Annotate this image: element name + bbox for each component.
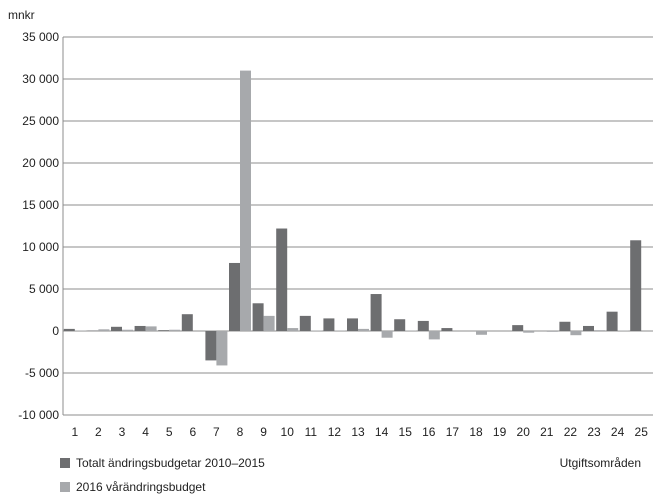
y-tick-label: -5 000	[25, 366, 59, 380]
x-tick-label: 23	[587, 425, 601, 439]
x-tick-label: 18	[469, 425, 483, 439]
legend-label-series-2: 2016 vårändringsbudget	[76, 480, 206, 494]
bar-series-1-9	[252, 303, 264, 331]
x-tick-label: 7	[213, 425, 220, 439]
bar-series-2-22	[570, 331, 582, 336]
x-tick-label: 2	[95, 425, 102, 439]
bar-series-1-22	[559, 321, 571, 331]
bar-series-1-1	[63, 328, 75, 331]
x-tick-label: 12	[328, 425, 342, 439]
x-tick-label: 6	[189, 425, 196, 439]
x-tick-label: 25	[635, 425, 649, 439]
x-tick-label: 9	[260, 425, 267, 439]
bar-series-2-7	[216, 331, 228, 366]
bar-series-2-4	[145, 326, 157, 331]
y-tick-label: 15 000	[22, 198, 59, 212]
bar-series-1-8	[229, 262, 240, 331]
y-axis-unit-label: mnkr	[8, 8, 35, 22]
x-tick-label: 20	[517, 425, 531, 439]
legend-item-series-2: 2016 vårändringsbudget	[60, 480, 205, 494]
y-tick-label: 30 000	[22, 72, 59, 86]
legend-swatch-series-2	[60, 482, 70, 492]
y-tick-label: -10 000	[18, 408, 59, 422]
bar-series-1-15	[394, 319, 406, 331]
bar-series-1-24	[606, 311, 618, 331]
y-tick-label: 25 000	[22, 114, 59, 128]
bar-series-2-8	[240, 70, 251, 331]
bar-series-2-20	[523, 331, 535, 333]
bar-series-1-4	[134, 325, 146, 331]
legend-item-series-1: Totalt ändringsbudgetar 2010–2015	[60, 456, 265, 470]
x-tick-label: 1	[71, 425, 78, 439]
bar-series-2-2	[98, 329, 110, 331]
bar-series-2-5	[169, 329, 181, 331]
x-tick-label: 15	[399, 425, 413, 439]
bar-series-1-11	[299, 315, 311, 331]
legend-swatch-series-1	[60, 458, 70, 468]
bar-series-1-16	[417, 320, 429, 331]
bar-series-2-9	[263, 315, 275, 331]
bar-series-1-17	[441, 328, 453, 331]
bar-series-2-10	[287, 328, 299, 331]
bar-series-1-14	[370, 294, 382, 331]
legend-label-series-1: Totalt ändringsbudgetar 2010–2015	[76, 456, 265, 470]
x-axis-label: Utgiftsområden	[559, 456, 641, 470]
x-tick-label: 11	[305, 425, 318, 439]
y-tick-label: 10 000	[22, 240, 59, 254]
x-tick-label: 8	[237, 425, 244, 439]
y-tick-label: 20 000	[22, 156, 59, 170]
x-tick-label: 13	[351, 425, 365, 439]
bar-series-1-7	[205, 331, 217, 361]
x-tick-label: 4	[142, 425, 149, 439]
y-tick-label: 0	[52, 324, 59, 338]
x-tick-label: 3	[119, 425, 126, 439]
x-tick-label: 24	[611, 425, 625, 439]
bar-series-1-25	[630, 240, 642, 331]
x-tick-label: 10	[281, 425, 295, 439]
bar-series-1-23	[583, 325, 594, 331]
bar-series-1-6	[181, 314, 193, 331]
bar-series-2-18	[476, 331, 487, 335]
bar-series-1-13	[347, 318, 358, 331]
bar-series-2-3	[122, 329, 133, 331]
x-tick-label: 14	[375, 425, 389, 439]
x-tick-label: 5	[166, 425, 173, 439]
x-tick-label: 16	[422, 425, 436, 439]
bar-series-1-5	[158, 330, 170, 331]
bar-series-2-23	[594, 330, 605, 331]
bar-series-1-3	[111, 326, 122, 331]
bar-series-1-10	[276, 228, 288, 331]
bar-series-2-13	[358, 328, 369, 331]
y-tick-label: 5 000	[29, 282, 59, 296]
x-tick-label: 22	[564, 425, 578, 439]
bar-series-1-12	[323, 318, 335, 331]
x-tick-label: 19	[493, 425, 507, 439]
bar-series-2-21	[546, 331, 558, 332]
bar-series-1-20	[512, 325, 524, 331]
y-tick-label: 35 000	[22, 30, 59, 44]
x-tick-label: 17	[446, 425, 460, 439]
bar-series-2-16	[428, 331, 440, 340]
bar-series-2-14	[381, 331, 393, 338]
x-tick-label: 21	[540, 425, 554, 439]
